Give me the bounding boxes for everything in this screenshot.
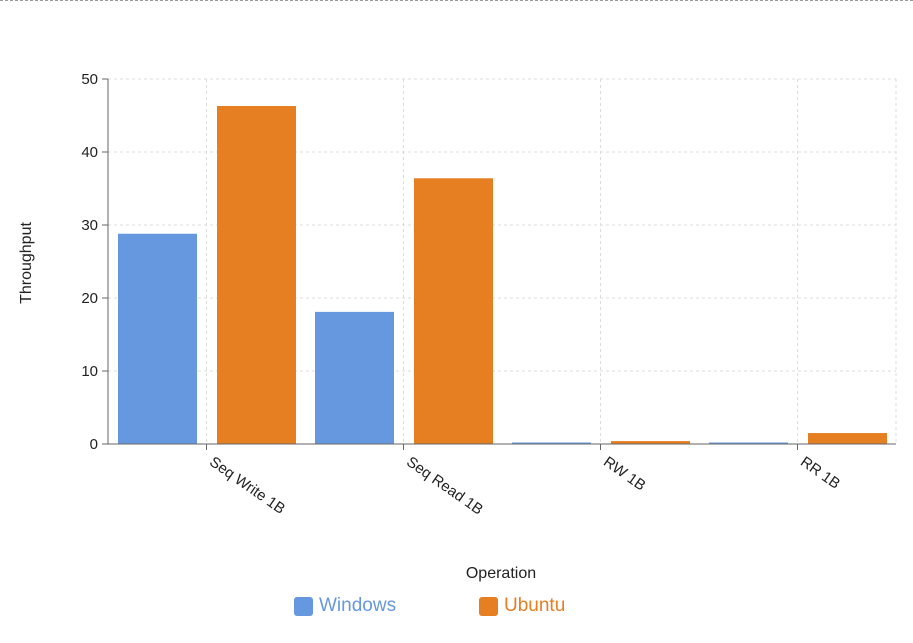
y-tick-label: 30 [81, 217, 98, 234]
bar-windows-3 [709, 442, 788, 444]
y-ticks: 0 10 20 30 40 50 [81, 71, 108, 453]
y-tick-label: 10 [81, 363, 98, 380]
x-tick-label: RR 1B [797, 453, 843, 492]
legend: Windows Ubuntu [0, 595, 913, 621]
axes-group [107, 79, 896, 445]
legend-item-ubuntu[interactable]: Ubuntu [479, 595, 565, 617]
x-tick-label: Seq Write 1B [206, 453, 288, 517]
legend-swatch-ubuntu [479, 596, 498, 616]
y-axis-label: Throughput [18, 222, 35, 304]
x-ticks: Seq Write 1B Seq Read 1B RW 1B RR 1B [206, 444, 843, 518]
bars-group [118, 106, 887, 444]
bar-ubuntu-1 [414, 178, 493, 444]
top-dashed-border [0, 0, 913, 1]
bar-chart: 0 10 20 30 40 50 Seq Write 1B Seq Read 1B RW 1B… [18, 71, 897, 582]
grid-lines [108, 78, 897, 444]
legend-swatch-windows [294, 596, 313, 616]
bar-ubuntu-2 [611, 441, 690, 444]
x-tick-label: RW 1B [600, 453, 648, 494]
bar-ubuntu-3 [808, 433, 887, 444]
legend-item-windows[interactable]: Windows [294, 595, 396, 617]
bar-windows-0 [118, 233, 197, 444]
bar-ubuntu-0 [217, 106, 296, 444]
y-tick-label: 40 [81, 144, 98, 161]
y-tick-label: 50 [81, 71, 98, 88]
x-axis-label: Operation [466, 565, 536, 582]
legend-label-ubuntu: Ubuntu [504, 595, 566, 616]
y-tick-label: 20 [81, 290, 98, 307]
bar-windows-1 [315, 311, 394, 444]
legend-label-windows: Windows [319, 595, 397, 616]
x-tick-label: Seq Read 1B [403, 453, 486, 518]
y-tick-label: 0 [90, 436, 98, 453]
bar-windows-2 [512, 442, 591, 444]
